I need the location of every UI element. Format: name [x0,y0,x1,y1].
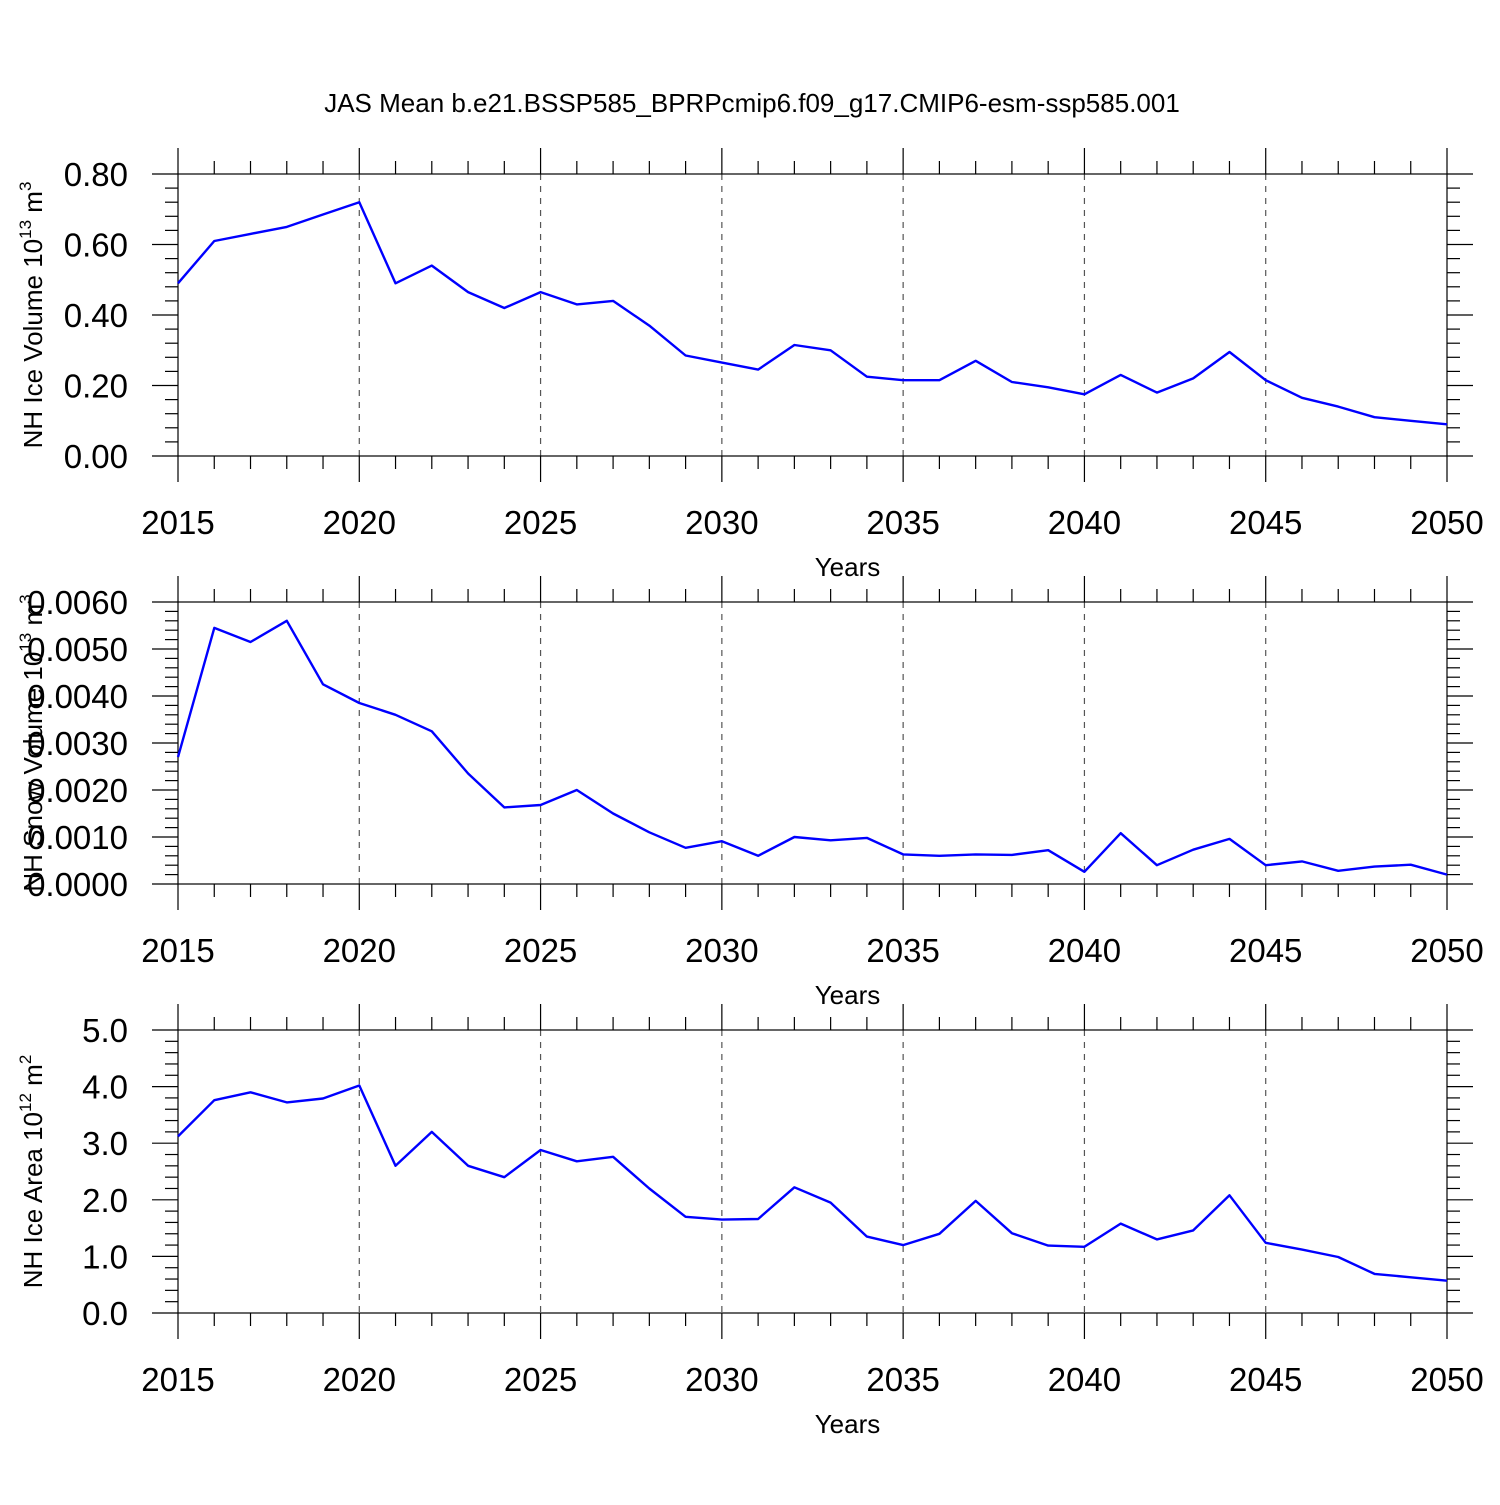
y-tick-label: 0.0000 [27,866,128,903]
y-tick-label: 0.0060 [27,584,128,621]
y-tick-label: 0.0010 [27,819,128,856]
x-tick-label: 2025 [504,1361,577,1398]
y-axis-title: NH Ice Area 1012 m2 [16,1055,48,1289]
y-tick-label: 2.0 [82,1182,128,1219]
y-tick-label: 4.0 [82,1069,128,1106]
y-tick-label: 3.0 [82,1125,128,1162]
series-line [177,200,1448,426]
y-tick-label: 0.0020 [27,772,128,809]
x-tick-label: 2015 [141,932,214,969]
x-tick-label: 2050 [1410,932,1483,969]
x-tick-label: 2050 [1410,504,1483,541]
y-axis-title: NH Ice Volume 1013 m3 [16,182,48,449]
x-tick-label: 2035 [866,1361,939,1398]
y-tick-label: 0.60 [64,227,128,264]
x-tick-label: 2015 [141,1361,214,1398]
y-tick-label: 0.0050 [27,631,128,668]
y-tick-label: 0.20 [64,368,128,405]
plot-frame [177,1029,1448,1314]
y-axis-title: NH Snow Volume 1013 m3 [16,594,48,891]
chart-panel-1: 2015 2020 2025 2030 2035 2040 2045 2050 0.00 0.20… [16,148,1484,582]
x-tick-label: 2030 [685,504,758,541]
x-tick-label: 2030 [685,1361,758,1398]
chart-panel-3: 2015 2020 2025 2030 2035 2040 2045 2050 0.0 1.0 2.… [16,1004,1484,1439]
x-tick-label: 2015 [141,504,214,541]
y-tick-label: 0.0040 [27,678,128,715]
x-tick-label: 2025 [504,504,577,541]
y-tick-label: 0.00 [64,438,128,475]
x-tick-label: 2040 [1048,1361,1121,1398]
x-tick-label: 2045 [1229,1361,1302,1398]
series-line [177,1084,1448,1282]
x-tick-label: 2040 [1048,932,1121,969]
y-tick-label: 0.0 [82,1295,128,1332]
y-tick-label: 0.0030 [27,725,128,762]
y-tick-label: 0.40 [64,297,128,334]
plot-frame [177,173,1448,457]
x-tick-label: 2035 [866,504,939,541]
x-tick-label: 2045 [1229,932,1302,969]
chart-title: JAS Mean b.e21.BSSP585_BPRPcmip6.f09_g17… [324,88,1180,118]
series-line [176,619,1448,876]
chart-panel-2: 2015 2020 2025 2030 2035 2040 2045 2050 0.0000 0.… [16,576,1484,1010]
plot-frame [177,601,1448,885]
y-tick-label: 1.0 [82,1238,128,1275]
x-tick-label: 2020 [323,504,396,541]
y-tick-label: 0.80 [64,156,128,193]
y-tick-label: 5.0 [82,1012,128,1049]
x-tick-label: 2035 [866,932,939,969]
x-tick-label: 2040 [1048,504,1121,541]
x-axis-title: Years [815,980,881,1010]
x-tick-label: 2025 [504,932,577,969]
x-axis-title: Years [815,1409,881,1439]
x-tick-label: 2020 [323,932,396,969]
x-tick-label: 2050 [1410,1361,1483,1398]
x-tick-label: 2030 [685,932,758,969]
x-tick-label: 2045 [1229,504,1302,541]
x-axis-title: Years [815,552,881,582]
x-tick-label: 2020 [323,1361,396,1398]
